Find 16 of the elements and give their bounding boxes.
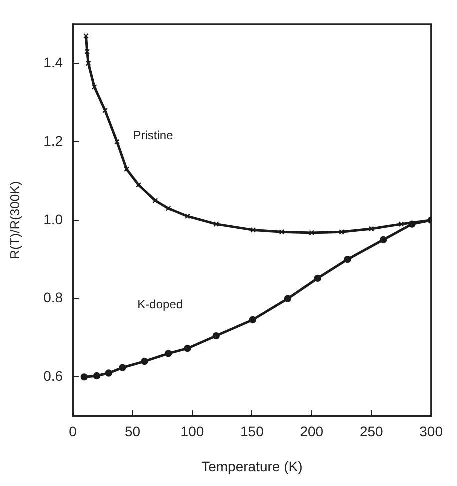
x-tick-label: 200 xyxy=(300,424,324,440)
text: K-doped xyxy=(138,297,184,312)
x-tick-label: 250 xyxy=(360,424,384,440)
x-tick-label: 0 xyxy=(69,424,78,440)
y-tick-label: 1.2 xyxy=(44,132,64,149)
y-tick-label: 0.8 xyxy=(44,290,64,306)
y-tick-label: 0.6 xyxy=(44,368,64,384)
series-label: Pristine xyxy=(133,128,174,142)
x-axis-title: Temperature (K) xyxy=(202,458,303,474)
x-tick-label: 150 xyxy=(240,424,264,440)
y-axis-title: R(T)/R(300K) xyxy=(7,181,22,260)
y-tick-label: 1.0 xyxy=(44,211,64,228)
x-tick-label: 50 xyxy=(124,424,141,440)
x-tick-label: 100 xyxy=(180,424,204,440)
y-tick-label: 1.4 xyxy=(44,54,64,70)
x-tick-label: 300 xyxy=(420,424,444,440)
